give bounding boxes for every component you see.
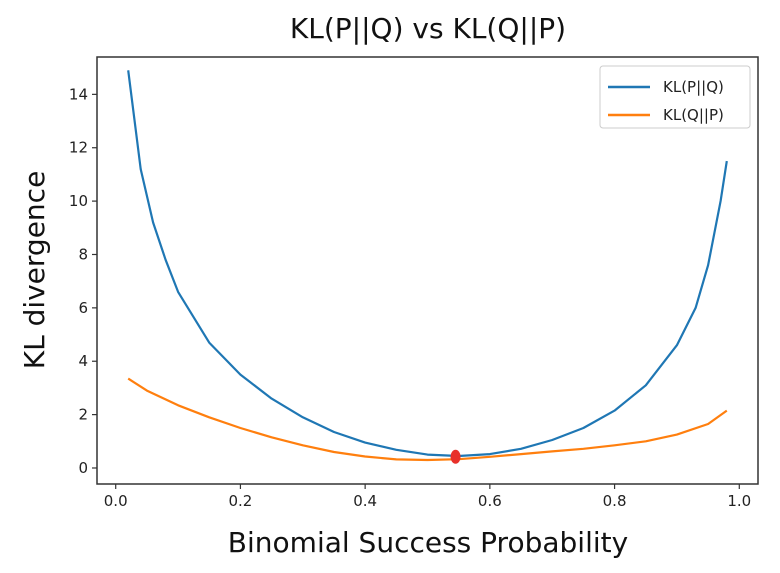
x-tick-label: 0.4	[353, 492, 377, 510]
legend-label: KL(Q||P)	[663, 106, 724, 124]
legend-label: KL(P||Q)	[663, 78, 724, 96]
y-tick-label: 4	[78, 352, 88, 370]
y-tick-label: 12	[69, 139, 88, 157]
y-tick-label: 14	[69, 85, 88, 103]
x-tick-label: 0.8	[603, 492, 627, 510]
chart-title: KL(P||Q) vs KL(Q||P)	[290, 12, 566, 45]
x-tick-label: 1.0	[727, 492, 751, 510]
x-tick-label: 0.2	[228, 492, 252, 510]
x-axis-label: Binomial Success Probability	[228, 526, 628, 559]
series-line-0	[127, 70, 728, 458]
y-tick-label: 8	[78, 245, 88, 263]
y-tick-label: 2	[78, 406, 88, 424]
x-tick-label: 0.6	[478, 492, 502, 510]
y-tick-label: 10	[69, 192, 88, 210]
legend-box	[599, 65, 751, 129]
legend: KL(P||Q) KL(Q||P)	[599, 65, 751, 129]
x-tick-label: 0.0	[104, 492, 128, 510]
y-axis-label: KL divergence	[18, 171, 51, 370]
series-line-1	[127, 377, 728, 462]
y-tick-label: 6	[78, 299, 88, 317]
highlight-point	[450, 449, 461, 464]
y-tick-label: 0	[78, 459, 88, 477]
